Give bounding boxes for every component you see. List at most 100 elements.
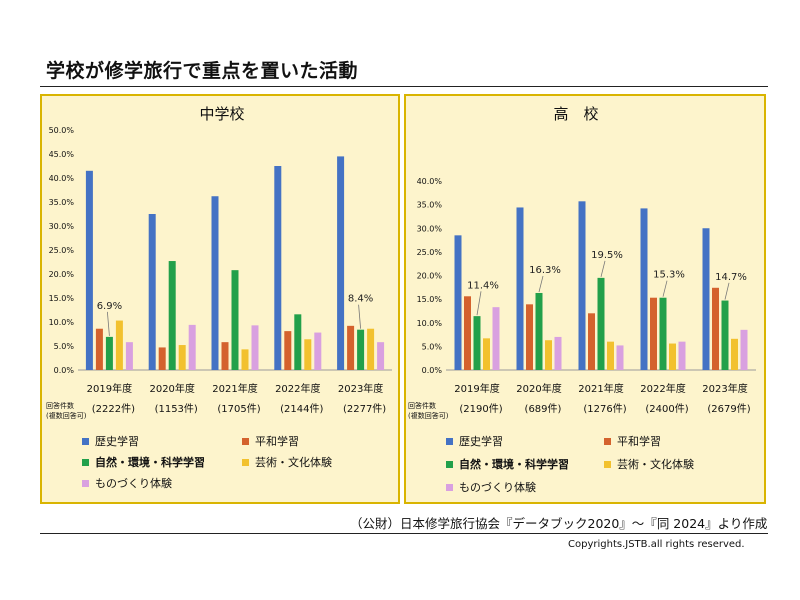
legend-swatch <box>604 438 611 445</box>
legend-label: 自然・環境・科学学習 <box>95 455 205 469</box>
bar <box>211 196 219 370</box>
bar <box>545 340 552 370</box>
high-school-chart: 高 校 0.0% 5.0% 10.0% 15.0% 20.0% 25.0% 30.0% 35.0… <box>408 105 756 494</box>
y-tick-label: 35.0% <box>49 198 75 207</box>
chart-title: 高 校 <box>553 105 598 123</box>
y-tick-label: 5.0% <box>54 342 75 351</box>
legend-swatch <box>82 459 89 466</box>
bar <box>702 228 710 370</box>
bar <box>616 345 624 370</box>
bar <box>241 349 249 370</box>
y-tick-label: 40.0% <box>417 177 443 186</box>
y-tick-label: 25.0% <box>49 246 75 255</box>
bar <box>740 329 748 370</box>
data-label-leader <box>724 282 730 300</box>
bar <box>377 342 385 370</box>
bar <box>483 338 490 370</box>
data-label: 11.4% <box>467 280 499 291</box>
bar <box>105 336 113 370</box>
bar <box>640 208 648 370</box>
response-count-label: (2277件) <box>343 403 386 415</box>
data-label-leader <box>662 280 668 297</box>
response-count-header: 回答件数 <box>408 401 436 410</box>
data-label: 15.3% <box>653 270 685 281</box>
bar <box>85 170 93 370</box>
y-tick-label: 20.0% <box>49 270 75 279</box>
data-label-leader <box>358 304 361 329</box>
data-label: 14.7% <box>715 272 747 283</box>
source-note: （公財）日本修学旅行協会『データブック2020』〜『同 2024』より作成 <box>350 516 768 531</box>
bar <box>314 332 322 370</box>
data-label-leader <box>107 311 110 336</box>
data-label-leader <box>600 260 606 277</box>
bar <box>158 347 166 370</box>
bar <box>526 304 533 370</box>
legend-swatch <box>446 461 453 468</box>
chart-title: 中学校 <box>199 105 244 123</box>
x-category-label: 2020年度 <box>149 382 194 395</box>
y-tick-label: 10.0% <box>417 319 443 328</box>
response-count-label: (2400件) <box>645 403 688 415</box>
legend-label: 平和学習 <box>617 434 661 448</box>
legend-swatch <box>242 438 249 445</box>
y-tick-label: 30.0% <box>49 222 75 231</box>
legend-swatch <box>446 438 453 445</box>
bar <box>588 313 595 370</box>
copyright-text: Copyrights.JSTB.all rights reserved. <box>568 539 745 550</box>
bar <box>554 336 562 370</box>
legend-swatch <box>82 480 89 487</box>
bar <box>337 156 345 370</box>
legend-label: 歴史学習 <box>95 434 139 448</box>
bar <box>721 300 729 370</box>
x-category-label: 2019年度 <box>87 382 132 395</box>
y-tick-label: 5.0% <box>422 342 443 351</box>
y-tick-label: 25.0% <box>417 248 443 257</box>
bar <box>357 329 365 370</box>
bar <box>367 328 375 370</box>
bar <box>712 287 719 370</box>
junior-high-chart-panel: 中学校 0.0% 5.0% 10.0% 15.0% 20.0% 25.0% 30.0% 35.0… <box>40 94 400 504</box>
y-tick-label: 15.0% <box>49 294 75 303</box>
bar <box>492 307 500 370</box>
high-school-chart-panel: 高 校 0.0% 5.0% 10.0% 15.0% 20.0% 25.0% 30.0% 35.0… <box>404 94 766 504</box>
x-category-label: 2022年度 <box>275 382 320 395</box>
response-count-label: (1276件) <box>583 403 626 415</box>
x-category-label: 2021年度 <box>212 382 257 395</box>
data-label: 19.5% <box>591 250 623 261</box>
bar <box>231 270 239 370</box>
y-tick-label: 30.0% <box>417 224 443 233</box>
response-count-label: (2144件) <box>280 403 323 415</box>
bar <box>464 296 471 370</box>
x-category-label: 2023年度 <box>702 382 747 395</box>
bar <box>347 325 355 370</box>
legend-swatch <box>446 484 453 491</box>
x-category-label: 2020年度 <box>516 382 561 395</box>
response-count-label: (2222件) <box>92 403 135 415</box>
junior-high-chart: 中学校 0.0% 5.0% 10.0% 15.0% 20.0% 25.0% 30.0% 35.0… <box>46 105 392 490</box>
bar <box>125 342 133 370</box>
x-category-label: 2023年度 <box>338 382 383 395</box>
legend-label: 芸術・文化体験 <box>255 455 332 469</box>
y-tick-label: 35.0% <box>417 201 443 210</box>
response-count-label: (2679件) <box>707 403 750 415</box>
legend-label: 平和学習 <box>255 434 299 448</box>
bar <box>274 166 282 370</box>
title-divider <box>40 86 768 87</box>
bar <box>95 328 103 370</box>
bar <box>148 214 156 370</box>
bar <box>678 341 686 370</box>
y-tick-label: 0.0% <box>422 366 443 375</box>
data-label: 8.4% <box>348 294 373 305</box>
bar <box>115 320 123 370</box>
bar <box>304 339 312 370</box>
multiple-answer-note: (複数回答可) <box>408 411 449 420</box>
data-label: 16.3% <box>529 265 561 276</box>
legend-swatch <box>604 461 611 468</box>
y-tick-label: 40.0% <box>49 174 75 183</box>
bar <box>650 297 657 370</box>
bar <box>251 325 259 370</box>
y-tick-label: 45.0% <box>49 150 75 159</box>
y-tick-label: 10.0% <box>49 318 75 327</box>
multiple-answer-note: (複数回答可) <box>46 411 87 420</box>
bar <box>597 277 605 370</box>
